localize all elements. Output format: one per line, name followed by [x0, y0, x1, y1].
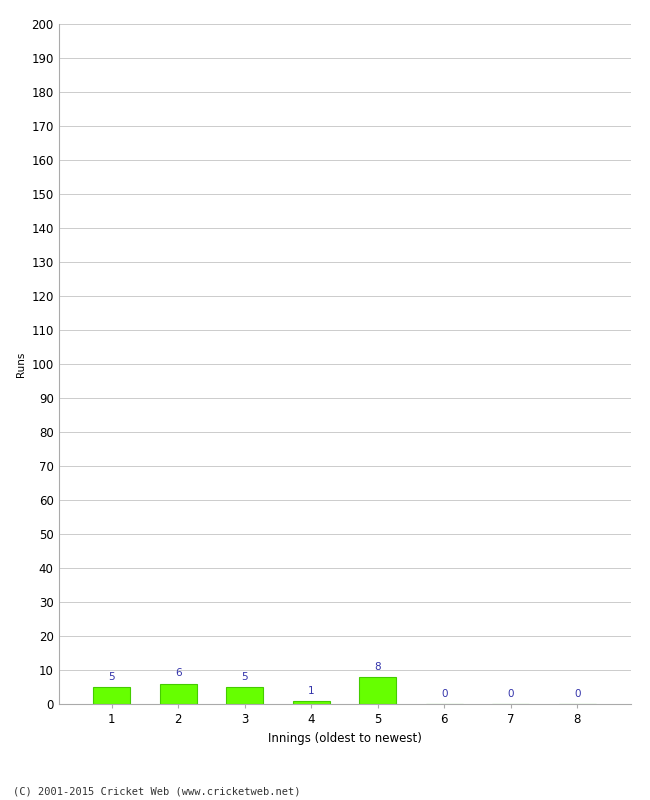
Text: 0: 0 — [508, 689, 514, 699]
Bar — [160, 683, 196, 704]
Text: 0: 0 — [574, 689, 580, 699]
Text: 5: 5 — [109, 672, 115, 682]
X-axis label: Innings (oldest to newest): Innings (oldest to newest) — [268, 731, 421, 745]
Bar — [293, 701, 330, 704]
Y-axis label: Runs: Runs — [16, 351, 26, 377]
Text: 6: 6 — [175, 669, 181, 678]
Bar — [359, 677, 396, 704]
Text: (C) 2001-2015 Cricket Web (www.cricketweb.net): (C) 2001-2015 Cricket Web (www.cricketwe… — [13, 786, 300, 796]
Text: 5: 5 — [241, 672, 248, 682]
Text: 1: 1 — [308, 686, 315, 695]
Text: 0: 0 — [441, 689, 447, 699]
Bar — [94, 687, 130, 704]
Text: 8: 8 — [374, 662, 381, 672]
Bar — [226, 687, 263, 704]
